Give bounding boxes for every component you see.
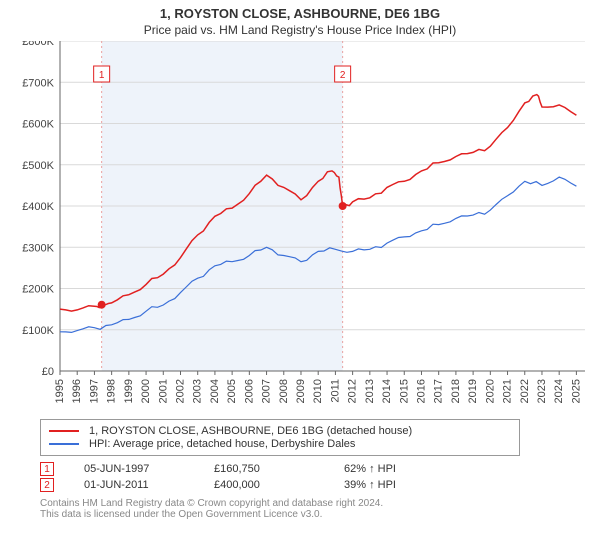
annotation-table: 1 05-JUN-1997 £160,750 62% ↑ HPI 2 01-JU… [40,462,590,492]
svg-text:2004: 2004 [209,379,221,403]
svg-text:2009: 2009 [295,379,307,403]
legend-swatch-2 [49,443,79,445]
svg-text:2018: 2018 [450,379,462,403]
svg-text:£100K: £100K [22,325,54,337]
annotation-row: 1 05-JUN-1997 £160,750 62% ↑ HPI [40,462,590,476]
svg-text:£800K: £800K [22,41,54,48]
svg-text:2021: 2021 [502,379,514,403]
svg-text:£300K: £300K [22,242,54,254]
svg-text:£700K: £700K [22,77,54,89]
annotation-marker-2: 2 [40,478,54,492]
annotation-row: 2 01-JUN-2011 £400,000 39% ↑ HPI [40,478,590,492]
svg-text:2013: 2013 [364,379,376,403]
legend-swatch-1 [49,430,79,432]
svg-text:2007: 2007 [261,379,273,403]
svg-text:1995: 1995 [54,379,66,403]
svg-text:2005: 2005 [226,379,238,403]
svg-text:1998: 1998 [106,379,118,403]
svg-text:2000: 2000 [140,379,152,403]
svg-text:2010: 2010 [312,379,324,403]
svg-text:2024: 2024 [553,379,565,403]
svg-text:1999: 1999 [123,379,135,403]
chart: £0 £100K £200K £300K £400K £500K £600K £700K £80… [10,41,590,411]
page-title: 1, ROYSTON CLOSE, ASHBOURNE, DE6 1BG [10,6,590,21]
annotation-price-2: £400,000 [214,479,314,491]
svg-text:1: 1 [99,70,105,81]
svg-text:£600K: £600K [22,119,54,131]
svg-text:2019: 2019 [467,379,479,403]
svg-text:2003: 2003 [192,379,204,403]
svg-text:2025: 2025 [570,379,582,403]
footer-line-1: Contains HM Land Registry data © Crown c… [40,498,590,509]
svg-text:£500K: £500K [22,160,54,172]
footer-line-2: This data is licensed under the Open Gov… [40,509,590,520]
annotation-marker-1: 1 [40,462,54,476]
svg-text:2017: 2017 [433,379,445,403]
svg-text:2002: 2002 [174,379,186,403]
svg-text:2022: 2022 [519,379,531,403]
svg-text:1997: 1997 [88,379,100,403]
svg-text:2023: 2023 [536,379,548,403]
legend-row-2: HPI: Average price, detached house, Derb… [49,438,511,450]
annotation-date-2: 01-JUN-2011 [84,479,184,491]
page-subtitle: Price paid vs. HM Land Registry's House … [10,23,590,37]
legend-label-2: HPI: Average price, detached house, Derb… [89,438,355,450]
svg-text:2006: 2006 [243,379,255,403]
svg-text:2020: 2020 [484,379,496,403]
svg-text:2011: 2011 [329,379,341,403]
chart-svg: £0 £100K £200K £300K £400K £500K £600K £700K £80… [10,41,590,411]
annotation-date-1: 05-JUN-1997 [84,463,184,475]
svg-text:2014: 2014 [381,379,393,403]
legend-label-1: 1, ROYSTON CLOSE, ASHBOURNE, DE6 1BG (de… [89,425,412,437]
svg-text:2012: 2012 [347,379,359,403]
legend-row-1: 1, ROYSTON CLOSE, ASHBOURNE, DE6 1BG (de… [49,425,511,437]
svg-text:1996: 1996 [71,379,83,403]
annotation-delta-2: 39% ↑ HPI [344,479,444,491]
svg-text:2001: 2001 [157,379,169,403]
svg-text:2: 2 [340,70,346,81]
svg-text:2015: 2015 [398,379,410,403]
annotation-delta-1: 62% ↑ HPI [344,463,444,475]
svg-text:2016: 2016 [415,379,427,403]
footer: Contains HM Land Registry data © Crown c… [40,498,590,520]
annotation-price-1: £160,750 [214,463,314,475]
legend: 1, ROYSTON CLOSE, ASHBOURNE, DE6 1BG (de… [40,419,520,456]
svg-text:2008: 2008 [278,379,290,403]
title-block: 1, ROYSTON CLOSE, ASHBOURNE, DE6 1BG Pri… [10,6,590,37]
svg-text:£200K: £200K [22,284,54,296]
svg-text:£0: £0 [42,366,54,378]
svg-text:£400K: £400K [22,201,54,213]
